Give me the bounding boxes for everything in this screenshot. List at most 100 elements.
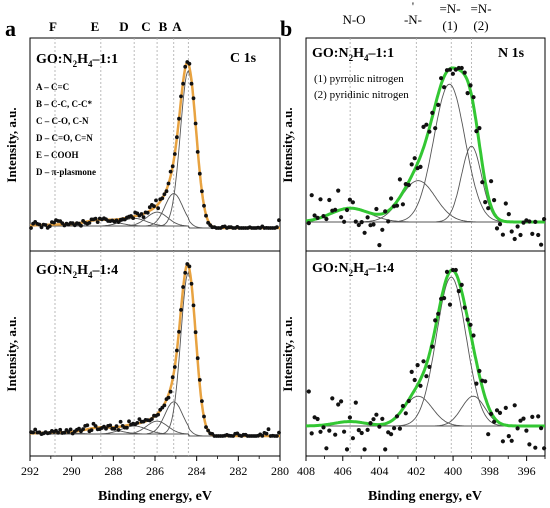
data-point	[509, 438, 514, 443]
data-point	[97, 216, 102, 221]
data-point	[536, 414, 541, 419]
data-point	[162, 192, 167, 197]
data-point	[327, 428, 332, 433]
data-point	[179, 308, 183, 312]
data-point	[195, 150, 200, 154]
data-point	[515, 224, 520, 229]
data-point	[494, 226, 500, 231]
data-point	[383, 209, 388, 214]
data-point	[324, 216, 329, 222]
data-point	[397, 426, 402, 431]
data-point	[137, 417, 142, 421]
data-point	[58, 427, 63, 432]
subplot-b-bottom: GO:N2H4–1:4	[305, 250, 547, 457]
ref-label-n-o: N-O	[342, 12, 365, 27]
data-point	[368, 421, 373, 426]
component-peaks	[305, 83, 545, 223]
fit-envelope	[306, 268, 545, 428]
legend-item: D – C=O, C=N	[36, 133, 93, 143]
data-points	[29, 60, 281, 230]
data-point	[324, 446, 329, 451]
data-point	[365, 215, 370, 220]
data-point	[436, 102, 441, 107]
data-point	[64, 428, 69, 432]
data-point	[433, 126, 438, 131]
data-point	[350, 436, 355, 441]
data-point	[172, 365, 177, 369]
data-point	[168, 169, 173, 174]
data-point	[374, 206, 379, 212]
data-point	[309, 193, 314, 198]
ref-label-c: C	[141, 19, 150, 34]
data-point	[89, 217, 94, 222]
data-point	[164, 397, 169, 401]
data-point	[494, 408, 500, 413]
data-point	[312, 415, 317, 420]
data-point	[175, 348, 179, 353]
data-point	[424, 122, 429, 127]
data-point	[521, 220, 526, 225]
ref-label-d: D	[119, 19, 128, 34]
data-point	[181, 81, 186, 86]
data-point	[306, 221, 311, 226]
data-point	[164, 189, 169, 194]
data-point	[95, 427, 100, 432]
data-point	[459, 65, 464, 71]
data-point	[450, 267, 455, 273]
data-point	[539, 242, 544, 247]
core-level-label: N 1s	[498, 46, 525, 61]
reference-lines	[349, 251, 472, 456]
data-point	[503, 201, 508, 206]
y-axis-label: Intensity, a.u.	[4, 107, 19, 182]
x-tick-label: 280	[271, 464, 289, 478]
legend-item: B – C-C, C-C*	[36, 99, 93, 109]
panel-a-top-labels: F E D C B A	[49, 19, 182, 34]
data-point	[392, 426, 397, 431]
core-level-label: C 1s	[230, 51, 257, 66]
data-point	[277, 218, 281, 223]
data-point	[70, 431, 75, 436]
data-point	[465, 91, 470, 96]
data-point	[542, 446, 547, 451]
data-point	[339, 399, 344, 404]
plot-frame	[305, 250, 546, 457]
data-point	[141, 215, 146, 220]
data-point	[50, 220, 54, 225]
data-point	[465, 317, 470, 322]
data-point	[362, 230, 367, 235]
x-tick-label: 404	[371, 464, 389, 478]
data-point	[277, 430, 281, 435]
data-point	[193, 121, 198, 126]
data-point	[474, 381, 479, 386]
data-point	[471, 95, 476, 100]
data-point	[344, 207, 350, 213]
data-point	[377, 424, 382, 429]
data-point	[342, 429, 347, 434]
data-point	[202, 203, 206, 208]
data-point	[202, 414, 206, 419]
data-point	[321, 425, 326, 430]
data-point	[424, 374, 429, 379]
data-point	[403, 182, 408, 187]
data-point	[83, 424, 88, 428]
legend-item: (2) pyridinic nitrogen	[314, 89, 409, 101]
data-points	[29, 262, 281, 438]
data-point	[60, 431, 65, 435]
x-tick-label: 408	[297, 464, 315, 478]
data-point	[380, 416, 385, 421]
plot-frame	[29, 37, 281, 252]
component-peak	[30, 271, 280, 437]
data-point	[158, 407, 163, 412]
data-point	[342, 219, 347, 224]
data-point	[266, 427, 271, 432]
data-point	[181, 285, 186, 289]
x-axis-label: Binding energy, eV	[98, 489, 212, 504]
data-point	[368, 223, 373, 228]
data-point	[118, 419, 123, 424]
data-point	[500, 232, 505, 237]
data-point	[206, 220, 211, 225]
data-point	[486, 206, 491, 211]
data-point	[444, 68, 450, 73]
data-point	[114, 424, 119, 429]
